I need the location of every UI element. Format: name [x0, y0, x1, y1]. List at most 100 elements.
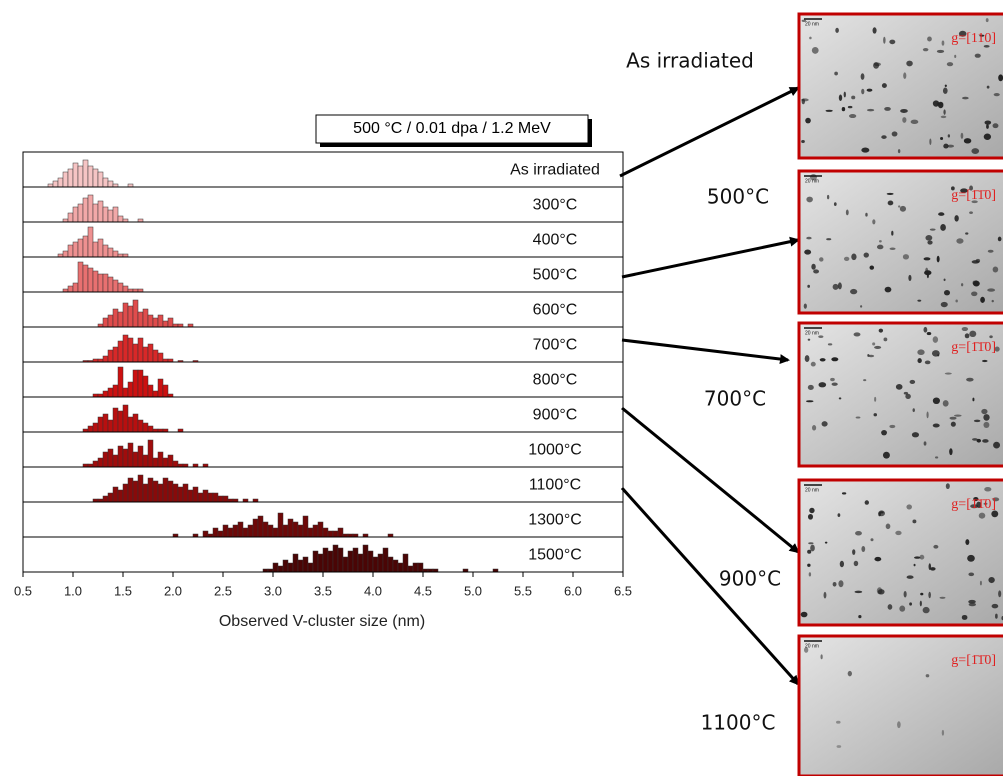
histogram-bar — [337, 547, 344, 573]
tem-feature — [873, 62, 880, 69]
tem-feature — [960, 132, 964, 139]
histogram-bar — [287, 562, 294, 573]
tem-feature — [981, 359, 988, 363]
tem-feature — [823, 591, 827, 599]
histogram-bar — [117, 410, 124, 433]
histogram-bar — [102, 317, 109, 328]
image-label: 1100°C — [701, 711, 776, 735]
tem-feature — [982, 439, 989, 443]
histogram-bar — [87, 425, 94, 433]
histogram-bar — [97, 200, 104, 223]
histogram-bar — [252, 518, 259, 538]
tem-feature — [834, 71, 838, 76]
histogram-bar — [137, 445, 144, 468]
tem-feature — [882, 451, 890, 459]
tem-feature — [864, 500, 870, 505]
histogram-bar — [297, 524, 304, 538]
histogram-bar — [172, 483, 179, 503]
tem-feature — [929, 138, 932, 145]
histogram-bar — [132, 343, 139, 363]
histogram-bar — [137, 311, 144, 328]
histogram-bar — [97, 457, 104, 468]
histogram-bar — [302, 556, 309, 573]
x-tick-label: 4.0 — [364, 583, 382, 598]
tem-feature — [863, 379, 867, 382]
tem-feature — [807, 513, 814, 520]
tem-feature — [940, 301, 948, 308]
tem-feature — [881, 429, 887, 436]
tem-feature — [971, 148, 980, 154]
tem-feature — [972, 397, 975, 402]
tem-feature — [874, 345, 882, 349]
histogram-bar — [132, 480, 139, 503]
histogram-bar — [167, 317, 174, 328]
histogram-bar — [382, 547, 389, 573]
histogram-bar — [122, 483, 129, 503]
tem-feature — [919, 600, 922, 607]
tem-feature — [936, 255, 940, 263]
histogram-bar — [312, 550, 319, 573]
tem-feature — [949, 448, 953, 456]
histogram-bar — [72, 241, 79, 258]
tem-feature — [914, 556, 921, 559]
tem-feature — [998, 74, 1003, 82]
tem-feature — [889, 424, 896, 429]
histogram-bar — [107, 247, 114, 258]
histogram-bar — [102, 206, 109, 223]
histogram-bar — [67, 244, 74, 258]
x-tick-label: 0.5 — [14, 583, 32, 598]
tem-feature — [980, 296, 985, 303]
histogram-bar — [292, 553, 299, 573]
histogram-bar — [327, 550, 334, 573]
histogram-bar — [322, 527, 329, 538]
histogram-bar — [282, 524, 289, 538]
histogram-bar — [127, 442, 134, 468]
tem-feature — [945, 483, 950, 490]
tem-feature — [939, 596, 946, 599]
tem-feature — [994, 346, 1000, 352]
histogram-bar — [387, 556, 394, 573]
tem-feature — [899, 605, 906, 612]
tem-feature — [950, 421, 956, 427]
tem-feature — [920, 592, 924, 596]
tem-feature — [874, 396, 877, 402]
histogram-bar — [82, 159, 89, 188]
tem-feature — [936, 49, 945, 54]
tem-feature — [986, 124, 989, 129]
histogram-bar — [257, 515, 264, 538]
tem-feature — [831, 357, 839, 362]
tem-feature — [807, 384, 814, 390]
histogram-bar — [332, 530, 339, 538]
histogram-bar — [232, 524, 239, 538]
histogram-bar — [102, 390, 109, 398]
tem-feature — [906, 504, 912, 510]
histogram-bar — [102, 495, 109, 503]
tem-feature — [940, 136, 944, 141]
histogram-bar — [97, 171, 104, 188]
tem-feature — [925, 674, 930, 678]
x-tick-label: 3.0 — [264, 583, 282, 598]
histogram-bar — [77, 261, 84, 293]
histogram-bar — [92, 168, 99, 188]
histogram-bar — [202, 530, 209, 538]
tem-feature — [983, 414, 990, 421]
panel-label: 500°C — [533, 267, 578, 284]
tem-feature — [860, 73, 865, 80]
histogram-bar — [147, 477, 154, 503]
tem-feature — [861, 546, 866, 553]
histogram-bar — [92, 460, 99, 468]
histogram-bar — [72, 282, 79, 293]
tem-feature — [868, 354, 875, 358]
tem-feature — [943, 109, 946, 115]
histogram-bar — [157, 378, 164, 398]
tem-feature — [983, 133, 992, 140]
histogram-bar — [397, 562, 404, 573]
histogram-bar — [197, 492, 204, 503]
tem-feature — [968, 599, 976, 604]
tem-feature — [981, 408, 988, 415]
tem-feature — [891, 230, 894, 236]
tem-feature — [954, 215, 959, 222]
tem-feature — [819, 257, 824, 262]
histogram-bar — [147, 343, 154, 363]
x-tick-label: 5.5 — [514, 583, 532, 598]
